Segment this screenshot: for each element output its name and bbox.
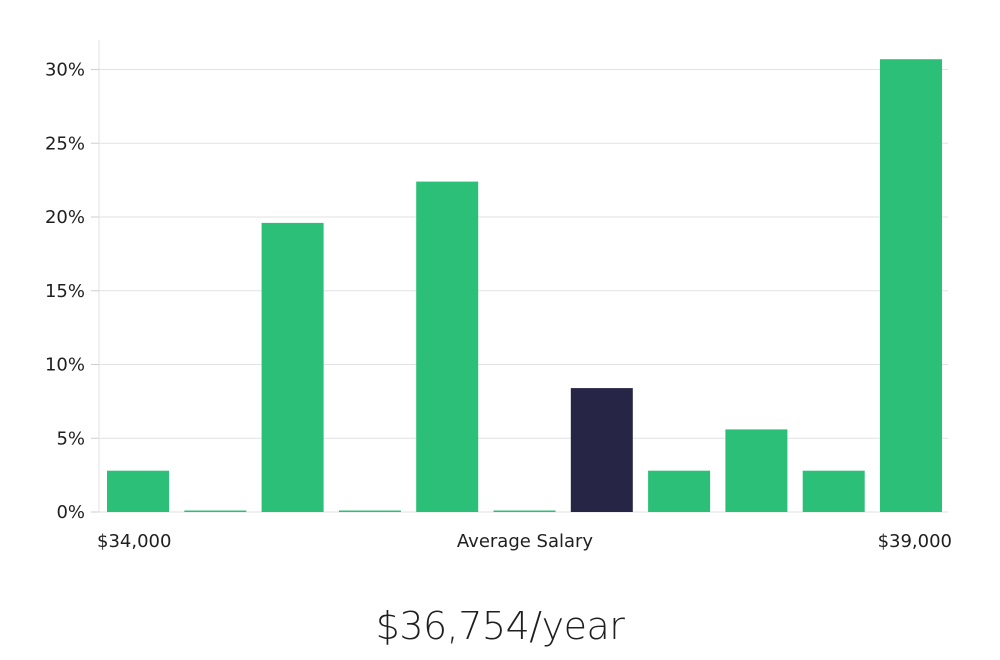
average-salary-value: $36,754/year	[375, 604, 625, 648]
y-tick-label: 25%	[45, 133, 85, 154]
x-max-label: $39,000	[878, 531, 952, 552]
bar	[416, 181, 479, 512]
bar	[880, 59, 942, 512]
bar	[261, 222, 324, 512]
y-tick-label: 30%	[45, 60, 85, 81]
salary-histogram: 0% 5% 10% 15% 20% 25% 30% $34,000 Average Sala…	[45, 40, 952, 552]
bar-highlighted	[570, 388, 633, 512]
y-tick-label: 10%	[45, 355, 85, 376]
bar	[725, 429, 788, 512]
bar	[184, 510, 247, 512]
y-tick-label: 0%	[56, 502, 85, 523]
gridlines	[98, 40, 948, 513]
y-axis-ticks: 0% 5% 10% 15% 20% 25% 30%	[45, 60, 99, 523]
y-tick-label: 20%	[45, 207, 85, 228]
bar	[107, 470, 169, 512]
bar	[648, 470, 711, 512]
bar	[338, 510, 401, 512]
y-tick-label: 5%	[56, 428, 85, 449]
y-tick-label: 15%	[45, 281, 85, 302]
x-min-label: $34,000	[97, 531, 171, 552]
bar	[802, 470, 865, 512]
x-axis-label: Average Salary	[457, 531, 594, 552]
bar	[493, 510, 556, 512]
bars	[107, 59, 942, 512]
